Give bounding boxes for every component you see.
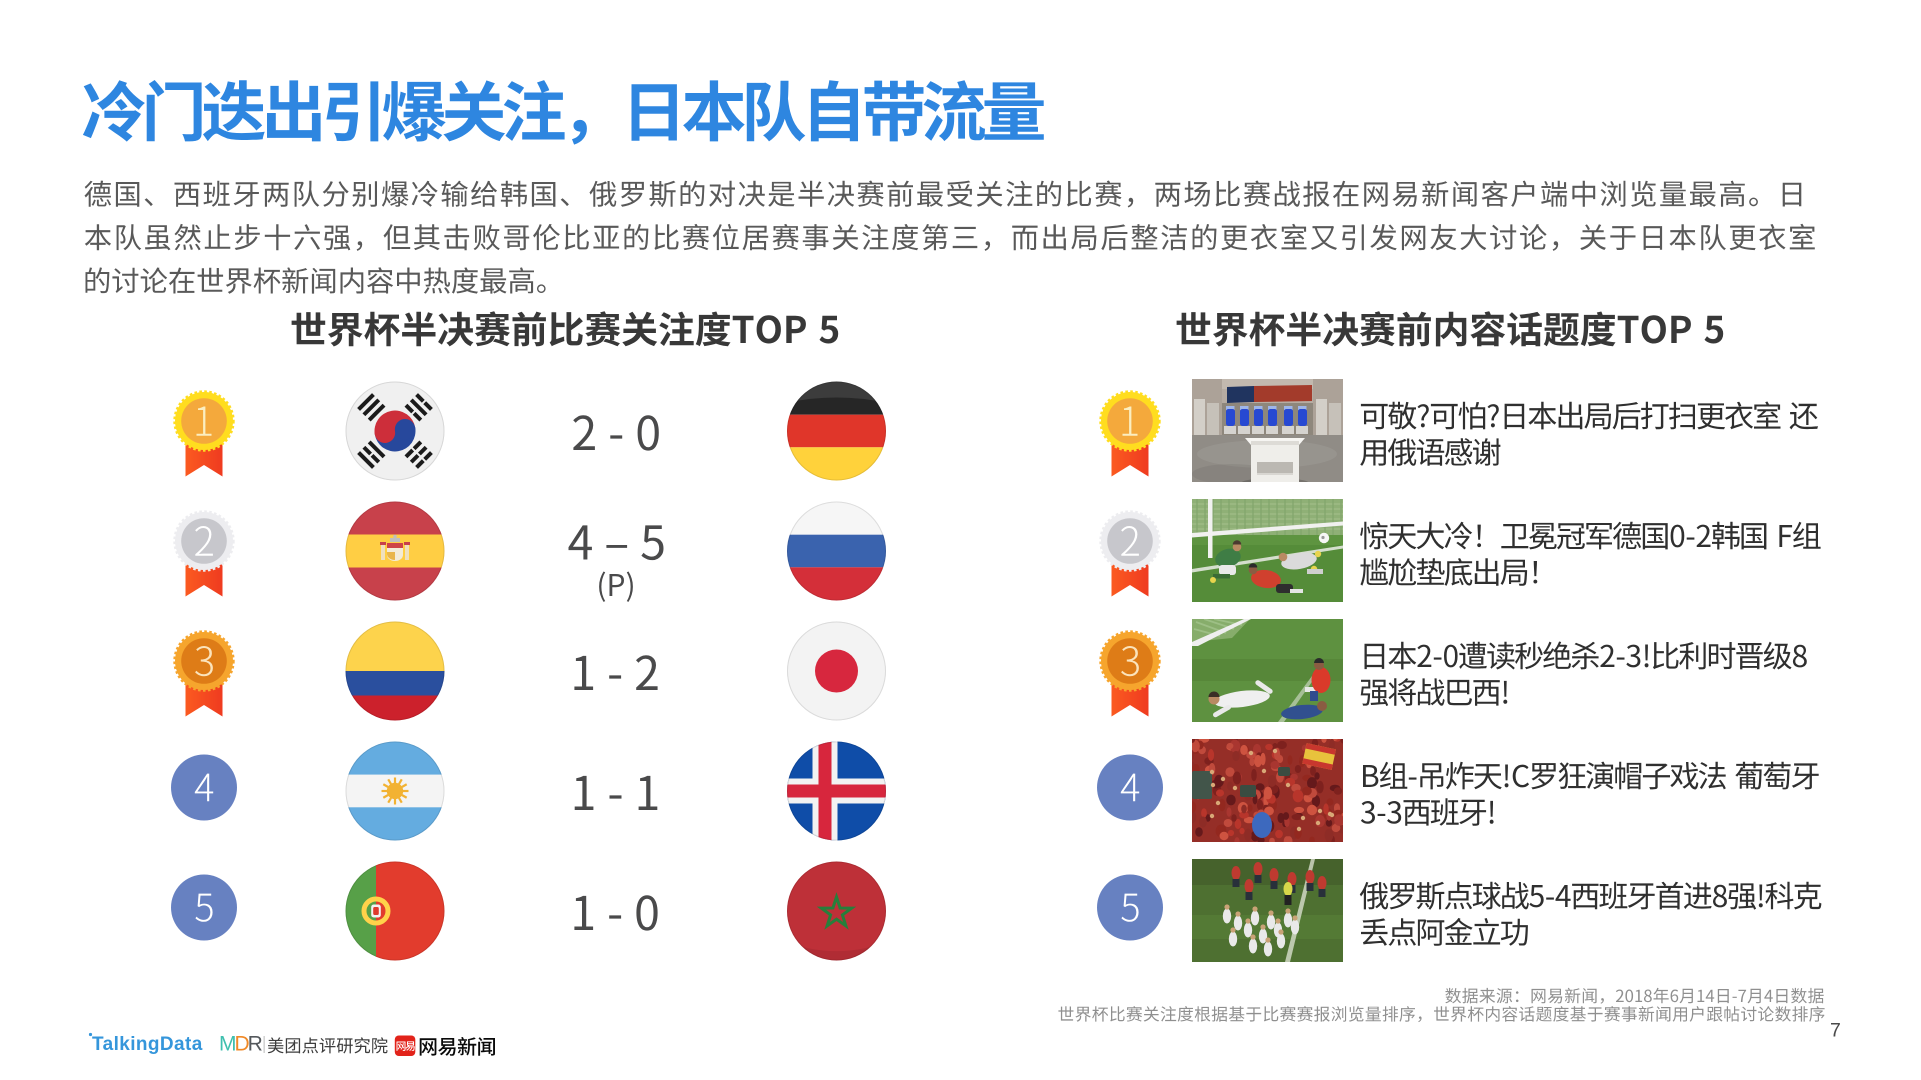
- svg-text:MDR: MDR: [219, 1033, 263, 1056]
- svg-text:TalkingData: TalkingData: [92, 1034, 203, 1055]
- svg-text:7: 7: [1830, 1020, 1841, 1042]
